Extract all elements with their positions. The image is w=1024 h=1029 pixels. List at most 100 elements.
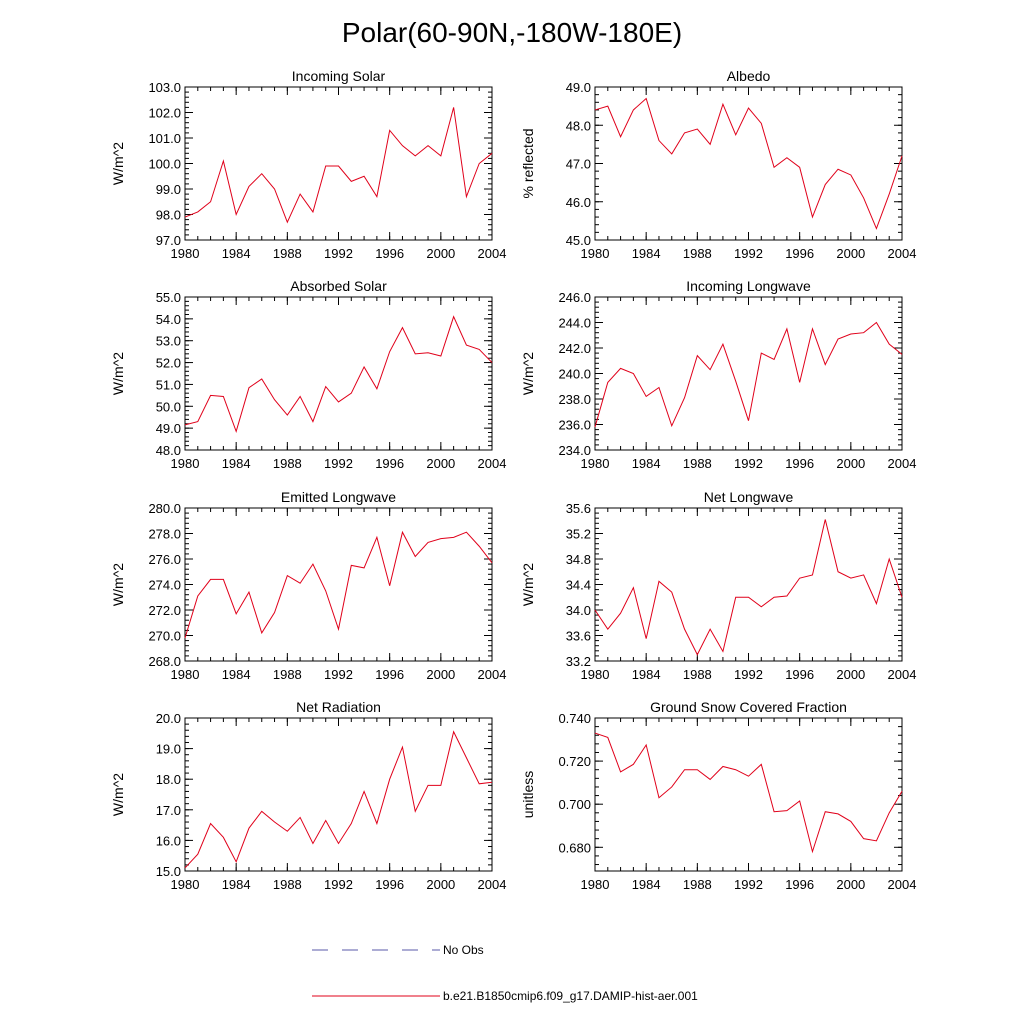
panel-emitted-longwave: Emitted Longwave W/m^2 1980 1984 1988 1992 199… bbox=[110, 489, 506, 682]
x-tick-label: 2000 bbox=[836, 456, 865, 471]
panel-title: Net Radiation bbox=[296, 699, 381, 715]
y-tick-label: 47.0 bbox=[566, 157, 591, 172]
y-tick-label: 52.0 bbox=[156, 356, 181, 371]
y-tick-label: 34.4 bbox=[566, 578, 591, 593]
y-tick-label: 236.0 bbox=[558, 418, 591, 433]
y-tick-label: 240.0 bbox=[558, 367, 591, 382]
y-tick-label: 49.0 bbox=[156, 421, 181, 436]
x-tick-label: 1984 bbox=[222, 667, 251, 682]
panel-ground-snow-covered-fraction: Ground Snow Covered Fraction unitless 1980… bbox=[520, 699, 916, 892]
x-tick-label: 1984 bbox=[632, 246, 661, 261]
y-tick-label: 48.0 bbox=[156, 443, 181, 458]
y-tick-label: 34.0 bbox=[566, 603, 591, 618]
y-tick-label: 100.0 bbox=[148, 157, 181, 172]
y-tick-label: 17.0 bbox=[156, 803, 181, 818]
y-tick-label: 234.0 bbox=[558, 443, 591, 458]
y-tick-label: 97.0 bbox=[156, 233, 181, 248]
y-tick-label: 242.0 bbox=[558, 341, 591, 356]
y-axis-label: % reflected bbox=[520, 128, 536, 198]
y-tick-label: 20.0 bbox=[156, 711, 181, 726]
x-tick-label: 1980 bbox=[581, 246, 610, 261]
y-tick-label: 50.0 bbox=[156, 399, 181, 414]
y-axis-label: W/m^2 bbox=[110, 773, 126, 816]
y-tick-label: 99.0 bbox=[156, 182, 181, 197]
y-tick-label: 18.0 bbox=[156, 772, 181, 787]
y-axis-label: W/m^2 bbox=[110, 352, 126, 395]
y-tick-label: 103.0 bbox=[148, 80, 181, 95]
x-tick-label: 2004 bbox=[478, 667, 507, 682]
page-title: Polar(60-90N,-180W-180E) bbox=[342, 17, 682, 48]
series-line bbox=[184, 530, 493, 639]
y-tick-label: 238.0 bbox=[558, 392, 591, 407]
x-tick-label: 1984 bbox=[632, 877, 661, 892]
x-tick-label: 2000 bbox=[836, 667, 865, 682]
y-tick-label: 268.0 bbox=[148, 654, 181, 669]
x-tick-label: 1988 bbox=[273, 456, 302, 471]
y-tick-label: 270.0 bbox=[148, 629, 181, 644]
x-tick-label: 1996 bbox=[375, 456, 404, 471]
y-tick-label: 51.0 bbox=[156, 377, 181, 392]
x-tick-label: 1996 bbox=[375, 877, 404, 892]
x-tick-label: 2000 bbox=[426, 667, 455, 682]
panel-title: Incoming Solar bbox=[292, 68, 386, 84]
x-tick-label: 1980 bbox=[171, 456, 200, 471]
y-axis-label: W/m^2 bbox=[110, 142, 126, 185]
y-tick-label: 278.0 bbox=[148, 527, 181, 542]
panels: Incoming Solar W/m^2 1980 1984 1988 1992 1996 2… bbox=[110, 68, 916, 892]
x-tick-label: 1992 bbox=[734, 877, 763, 892]
y-tick-label: 55.0 bbox=[156, 290, 181, 305]
y-tick-label: 49.0 bbox=[566, 80, 591, 95]
y-tick-label: 35.2 bbox=[566, 527, 591, 542]
x-tick-label: 1984 bbox=[222, 877, 251, 892]
x-tick-label: 2000 bbox=[836, 246, 865, 261]
x-tick-label: 1992 bbox=[324, 246, 353, 261]
x-tick-label: 1988 bbox=[273, 877, 302, 892]
x-tick-label: 1996 bbox=[785, 246, 814, 261]
legend: No Obs b.e21.B1850cmip6.f09_g17.DAMIP-hi… bbox=[312, 943, 698, 1003]
x-tick-label: 1980 bbox=[581, 456, 610, 471]
panel-net-longwave: Net Longwave W/m^2 1980 1984 1988 1992 1996 200… bbox=[520, 489, 916, 682]
y-tick-label: 276.0 bbox=[148, 552, 181, 567]
y-tick-label: 46.0 bbox=[566, 195, 591, 210]
legend-label-no-obs: No Obs bbox=[443, 943, 484, 957]
y-tick-label: 98.0 bbox=[156, 208, 181, 223]
x-tick-label: 1988 bbox=[683, 877, 712, 892]
y-tick-label: 53.0 bbox=[156, 334, 181, 349]
series-line bbox=[594, 732, 903, 854]
x-tick-label: 1996 bbox=[785, 667, 814, 682]
y-axis-label: W/m^2 bbox=[520, 352, 536, 395]
x-tick-label: 1988 bbox=[683, 456, 712, 471]
x-tick-label: 1988 bbox=[273, 667, 302, 682]
panel-title: Net Longwave bbox=[704, 489, 794, 505]
x-tick-label: 1984 bbox=[632, 667, 661, 682]
y-tick-label: 19.0 bbox=[156, 742, 181, 757]
series-line bbox=[184, 107, 493, 224]
x-tick-label: 1992 bbox=[324, 667, 353, 682]
y-tick-label: 101.0 bbox=[148, 131, 181, 146]
series-line bbox=[184, 315, 493, 434]
x-tick-label: 2004 bbox=[888, 877, 917, 892]
y-tick-label: 0.680 bbox=[558, 840, 591, 855]
panel-title: Albedo bbox=[727, 68, 771, 84]
x-tick-label: 1988 bbox=[683, 667, 712, 682]
x-tick-label: 1996 bbox=[375, 246, 404, 261]
x-tick-label: 1980 bbox=[171, 246, 200, 261]
y-tick-label: 33.6 bbox=[566, 629, 591, 644]
x-tick-label: 1984 bbox=[632, 456, 661, 471]
x-tick-label: 2000 bbox=[426, 877, 455, 892]
series-line bbox=[594, 97, 903, 230]
y-axis-label: unitless bbox=[520, 771, 536, 818]
y-tick-label: 244.0 bbox=[558, 316, 591, 331]
y-tick-label: 48.0 bbox=[566, 118, 591, 133]
panel-title: Emitted Longwave bbox=[281, 489, 396, 505]
x-tick-label: 2004 bbox=[888, 246, 917, 261]
x-tick-label: 1980 bbox=[171, 877, 200, 892]
x-tick-label: 2000 bbox=[426, 246, 455, 261]
series-line bbox=[594, 519, 903, 656]
x-tick-label: 1992 bbox=[324, 456, 353, 471]
x-tick-label: 1988 bbox=[683, 246, 712, 261]
x-tick-label: 1980 bbox=[581, 877, 610, 892]
y-tick-label: 45.0 bbox=[566, 233, 591, 248]
